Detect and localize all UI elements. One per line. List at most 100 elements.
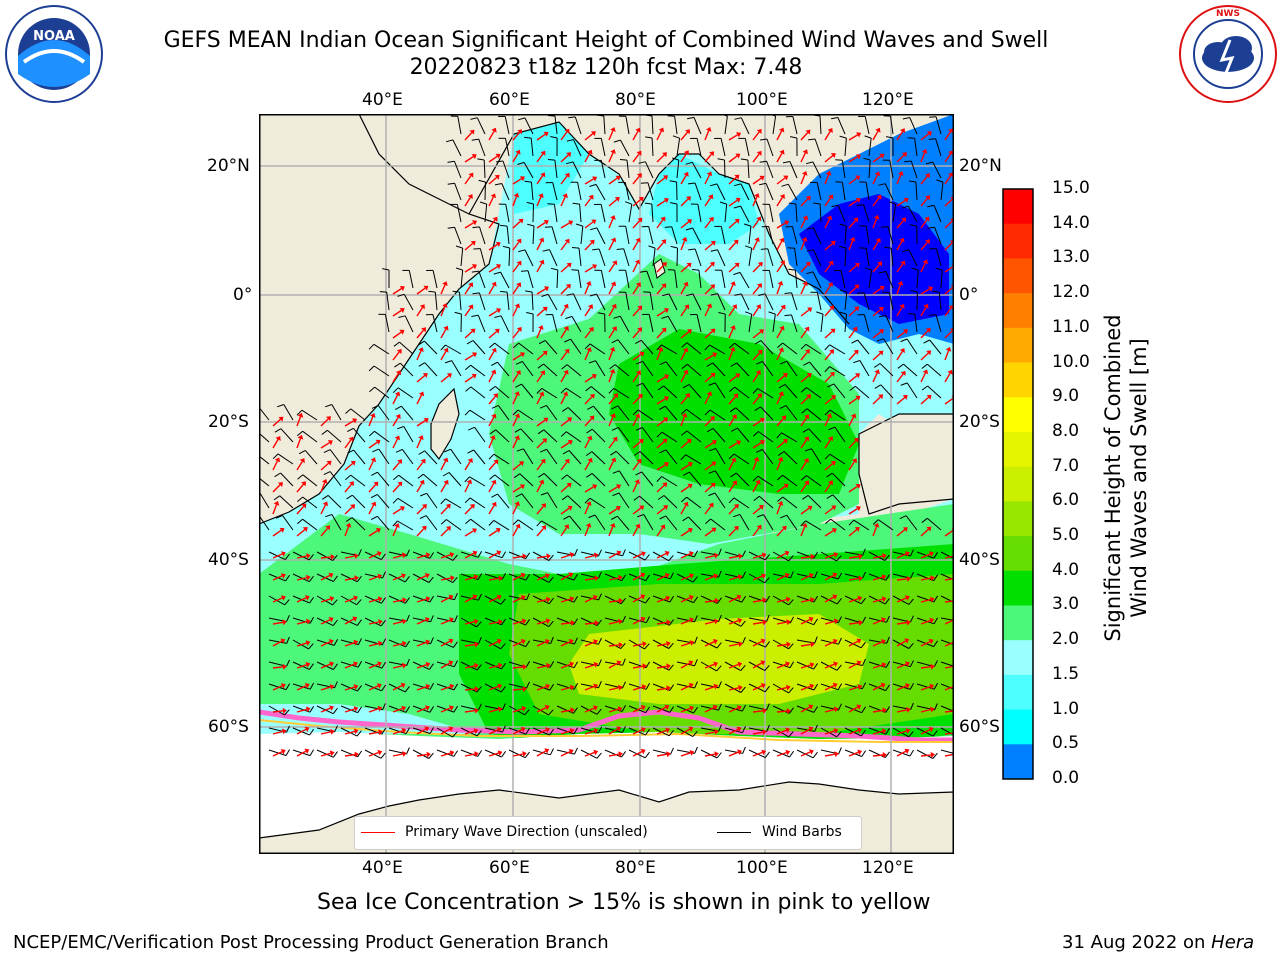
wave-arrow <box>800 132 809 141</box>
wave-arrow-head <box>706 171 713 177</box>
wind-barb <box>820 573 839 580</box>
wind-barb-flag <box>616 248 624 250</box>
wind-barb-flag <box>718 548 722 556</box>
wave-arrow <box>512 620 523 625</box>
wave-arrow-head <box>325 525 331 531</box>
wind-barb-flag <box>465 518 471 525</box>
wind-barb <box>794 270 798 289</box>
wave-arrow-head <box>930 751 935 758</box>
wind-barb-flag <box>885 661 891 668</box>
wind-barb <box>868 595 886 605</box>
wind-barb <box>292 551 310 561</box>
wind-barb-flag <box>789 136 798 139</box>
wave-arrow-head <box>616 484 621 490</box>
wind-barb <box>786 514 798 531</box>
wind-barb <box>497 405 510 421</box>
wave-arrow <box>296 750 307 757</box>
wind-barb-flag <box>860 597 866 605</box>
wave-arrow-head <box>544 704 550 711</box>
wind-barb-flag <box>573 661 579 668</box>
wave-arrow <box>800 643 812 647</box>
wave-arrow-head <box>688 726 694 732</box>
footer-date: 31 Aug 2022 on Hera <box>1062 932 1254 953</box>
wave-arrow <box>344 555 355 559</box>
wind-barb <box>772 661 791 669</box>
wind-barb <box>829 344 846 355</box>
wind-barb <box>940 595 954 603</box>
footer-host: Hera <box>1211 932 1255 953</box>
wave-arrow-head <box>831 505 837 511</box>
lat-tick-right-0: 0° <box>959 285 979 305</box>
wave-arrow <box>896 553 907 559</box>
wave-arrow-head <box>373 481 379 487</box>
wave-arrow <box>488 621 499 625</box>
wave-arrow-head <box>736 594 742 601</box>
wind-barb-flag <box>346 494 353 500</box>
wind-barb <box>434 292 438 311</box>
wave-arrow <box>920 262 926 273</box>
wind-barb <box>292 705 311 713</box>
wind-barb <box>935 116 942 135</box>
colorbar-tick-label: 0.0 <box>1052 768 1080 788</box>
wave-arrow-head <box>280 573 286 579</box>
wave-arrow <box>296 620 307 625</box>
wind-barb-flag <box>597 312 605 315</box>
wind-barb <box>541 520 558 531</box>
wind-barb-flag <box>524 709 530 716</box>
wind-barb-flag <box>636 382 643 387</box>
wave-arrow <box>488 552 499 559</box>
wind-barb-flag <box>648 245 656 249</box>
colorbar-tick-label: 7.0 <box>1052 455 1080 476</box>
wave-arrow <box>632 262 639 273</box>
wave-arrow-head <box>706 391 713 397</box>
wind-barb-flag <box>512 409 519 416</box>
wind-barb <box>829 409 846 421</box>
wave-arrow-head <box>273 500 280 506</box>
wave-arrow <box>608 486 618 493</box>
wave-arrow-head <box>924 216 930 222</box>
wave-arrow-head <box>494 328 500 334</box>
wave-arrow-head <box>469 504 475 509</box>
wave-arrow-head <box>714 751 719 758</box>
wave-arrow <box>488 665 499 669</box>
wave-arrow-head <box>663 505 668 511</box>
wave-arrow <box>800 575 811 581</box>
wind-barb <box>685 454 702 465</box>
wave-arrow <box>584 350 590 361</box>
wave-arrow-head <box>592 484 598 490</box>
wave-arrow-head <box>399 506 405 512</box>
wave-arrow-head <box>497 750 503 756</box>
wind-barb-flag <box>525 573 531 581</box>
wind-barb <box>841 182 846 201</box>
wind-barb-flag <box>933 574 939 581</box>
wave-arrow <box>896 240 903 251</box>
wind-barb-flag <box>517 161 525 165</box>
wave-arrow-head <box>736 440 741 446</box>
wave-arrow-head <box>902 152 907 158</box>
wave-arrow-head <box>882 752 887 758</box>
wind-barb-flag <box>272 453 279 460</box>
wave-arrow <box>416 461 424 471</box>
wave-arrow <box>608 130 614 141</box>
wave-arrow-head <box>613 393 619 399</box>
wave-arrow-head <box>734 174 740 180</box>
wind-barb <box>374 386 390 399</box>
wave-arrow-head <box>542 438 547 444</box>
wave-arrow <box>584 197 592 207</box>
wave-arrow <box>752 482 759 493</box>
wind-barb <box>327 429 342 443</box>
wind-barb-flag <box>357 660 363 668</box>
wave-arrow-head <box>467 458 473 464</box>
wind-barb-flag <box>381 661 387 669</box>
wave-arrow-head <box>496 638 502 645</box>
wave-arrow <box>320 556 331 559</box>
wind-barb-flag <box>380 597 386 604</box>
wind-barb-flag <box>494 183 502 186</box>
wave-arrow-head <box>904 551 910 557</box>
wind-barb-flag <box>309 728 315 736</box>
wind-barb <box>604 661 623 666</box>
wave-arrow <box>800 685 811 691</box>
wave-arrow <box>680 752 691 757</box>
wind-barb-flag <box>549 683 555 691</box>
wave-arrow-head <box>663 308 669 314</box>
